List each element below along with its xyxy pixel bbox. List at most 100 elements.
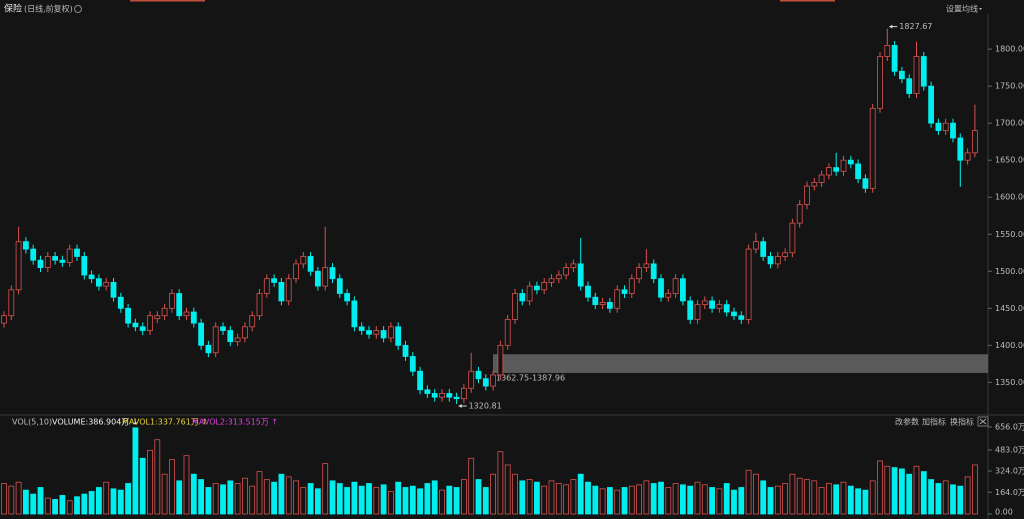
volume-bar [322, 463, 329, 515]
volume-bar [366, 483, 372, 515]
indicator-button[interactable]: 换指标 [950, 417, 974, 427]
candle-body [789, 222, 796, 254]
candle-body [373, 330, 380, 335]
volume-bar [103, 481, 110, 515]
volume-bar [417, 488, 424, 515]
indicator-button[interactable]: 改参数 [895, 417, 919, 427]
volume-bar [66, 500, 73, 515]
volume-bar [614, 489, 621, 515]
volume-bar [891, 467, 898, 515]
volume-bar [117, 489, 124, 515]
volume-bar [147, 449, 153, 515]
volume-bar [241, 477, 248, 515]
candle-body [431, 393, 438, 398]
candle-body [884, 45, 891, 57]
volume-bar [336, 483, 343, 515]
tab-highlight [130, 0, 205, 2]
volume-bar [453, 487, 460, 515]
candle-body [497, 344, 504, 376]
candle-body [205, 344, 212, 354]
candle-body [183, 311, 190, 317]
candle-body [504, 319, 511, 346]
volume-bar [139, 457, 146, 515]
candle-body [220, 326, 226, 331]
volume-bar [373, 487, 380, 515]
candle-body [541, 281, 548, 291]
candle-body [110, 281, 117, 298]
candle-body [52, 256, 58, 261]
candle-body [563, 267, 569, 276]
volume-bar [723, 483, 730, 515]
volume-bar [358, 485, 365, 515]
volume-bar [877, 460, 883, 515]
volume-bar [745, 469, 752, 515]
candle-body [132, 322, 139, 328]
settings-icon[interactable] [74, 5, 82, 13]
volume-bar [307, 483, 314, 515]
volume-bar [731, 489, 737, 515]
volume-bar [74, 496, 80, 515]
volume-bar [672, 483, 679, 515]
volume-bar [548, 480, 555, 515]
volume-bar [380, 484, 387, 515]
volume-bar [314, 488, 321, 515]
candle-body [526, 285, 533, 302]
candle-body [687, 300, 694, 320]
candle-body [490, 374, 497, 387]
candle-body [833, 167, 840, 172]
volume-bar [409, 485, 416, 515]
close-button[interactable] [977, 416, 989, 427]
candle-body [468, 370, 475, 389]
volume-bar [271, 481, 278, 515]
volume-bar [563, 484, 569, 515]
candle-body [96, 278, 102, 287]
volume-bar [52, 499, 58, 515]
volume-tick-label: 656.0万 [995, 423, 1024, 432]
ma-setting-button[interactable]: 设置均线 [946, 4, 978, 14]
candle-body [716, 304, 723, 309]
candle-body [263, 278, 270, 294]
candle-body [460, 387, 467, 400]
volume-bar [490, 473, 497, 515]
candle-body [804, 185, 810, 206]
candle-body [395, 326, 402, 346]
candle-body [103, 281, 110, 287]
y-tick-label: 1350.00 [995, 378, 1024, 387]
volume-bar [913, 465, 920, 515]
volume-bar [88, 491, 95, 515]
candle-body [227, 330, 234, 343]
indicator-button[interactable]: 加指标 [922, 417, 946, 427]
y-tick-label: 1600.00 [995, 193, 1024, 202]
volume-bar [899, 468, 905, 515]
volume-bar [439, 489, 445, 515]
volume-bar [541, 485, 548, 515]
candle-body [387, 326, 394, 339]
candle-body [453, 396, 460, 400]
volume-bar [256, 471, 263, 515]
volume-bar [804, 479, 810, 515]
dropdown-arrow[interactable] [979, 8, 982, 10]
volume-bar [15, 481, 22, 515]
volume-bar [161, 473, 168, 515]
volume-bar [125, 483, 131, 515]
candle-body [709, 300, 715, 309]
volume-bar [855, 488, 861, 515]
volume-bar [344, 487, 351, 515]
volume-readout: VOLUME:386.904万 ↓ [52, 418, 139, 427]
volume-bar [694, 481, 701, 515]
candle-body [168, 293, 175, 309]
volume-bar [585, 481, 591, 515]
candle-body [672, 278, 679, 294]
volume-bar [110, 488, 117, 515]
candle-body [190, 311, 197, 324]
close-icon[interactable] [979, 418, 987, 425]
candle-body [869, 107, 876, 189]
volume-bar [8, 485, 15, 515]
volume-bar [767, 487, 774, 515]
volume-bar [972, 464, 978, 515]
volume-bar [183, 455, 190, 515]
candle-body [745, 248, 752, 320]
volume-bar [81, 493, 88, 515]
candle-body [154, 315, 161, 320]
y-tick-label: 1650.00 [995, 156, 1024, 165]
